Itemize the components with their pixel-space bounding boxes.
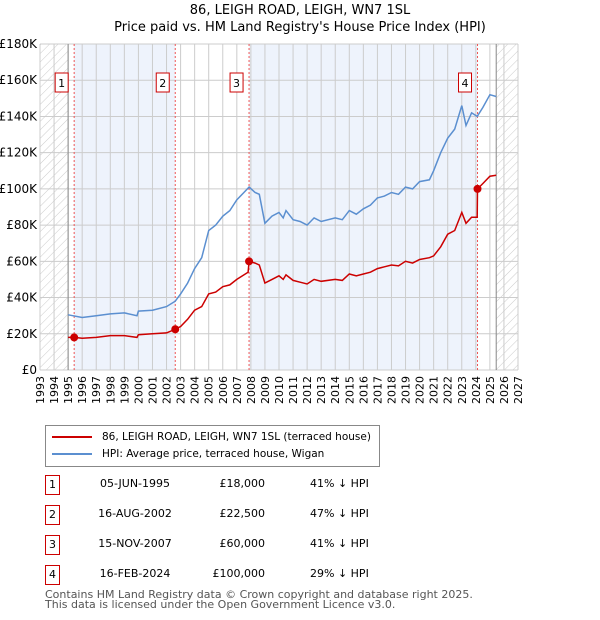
x-tick-label: 2016 bbox=[357, 376, 370, 404]
sale-row-badge: 1 bbox=[45, 475, 60, 495]
x-tick-label: 2015 bbox=[343, 376, 356, 404]
y-tick-label: £20K bbox=[6, 327, 38, 341]
x-tick-label: 2008 bbox=[245, 376, 258, 404]
x-tick-label: 1994 bbox=[48, 376, 61, 404]
y-tick-label: £60K bbox=[6, 254, 38, 268]
x-tick-label: 1995 bbox=[62, 376, 75, 404]
x-tick-label: 1996 bbox=[76, 376, 89, 404]
sale-row-price: £18,000 bbox=[219, 477, 266, 490]
sale-point bbox=[171, 325, 180, 334]
sale-row-price: £60,000 bbox=[219, 537, 266, 550]
x-tick-label: 2022 bbox=[442, 376, 455, 404]
legend-item-hpi: HPI: Average price, terraced house, Wiga… bbox=[46, 446, 324, 462]
x-tick-label: 2027 bbox=[512, 376, 525, 404]
price-chart: 1993 1994 1995 1996 1997 1998 1999 2000 2001 2002… bbox=[0, 37, 525, 404]
y-tick-label: £100K bbox=[0, 182, 38, 196]
y-tick-label: £120K bbox=[0, 146, 38, 160]
y-tick-label: £140K bbox=[0, 109, 38, 123]
x-tick-label: 1993 bbox=[34, 376, 47, 404]
footer-licence: This data is licensed under the Open Gov… bbox=[45, 598, 396, 611]
sale-row: 1 05-JUN-1995 £18,000 41% ↓ HPI bbox=[45, 475, 445, 495]
sale-row: 2 16-AUG-2002 £22,500 47% ↓ HPI bbox=[45, 505, 445, 525]
sale-row-hpi-diff: 41% ↓ HPI bbox=[310, 537, 369, 550]
sale-row-badge: 3 bbox=[45, 535, 60, 555]
sale-badge bbox=[458, 72, 473, 93]
sale-row-badge: 4 bbox=[45, 565, 60, 585]
footer: Contains HM Land Registry data © Crown c… bbox=[45, 588, 473, 611]
sale-row-date: 16-AUG-2002 bbox=[98, 507, 172, 520]
x-tick-label: 2026 bbox=[498, 376, 511, 404]
x-tick-label: 2011 bbox=[287, 376, 300, 404]
legend-label-hpi: HPI: Average price, terraced house, Wiga… bbox=[102, 448, 325, 460]
legend-swatch-hpi bbox=[52, 453, 92, 455]
legend-label-property: 86, LEIGH ROAD, LEIGH, WN7 1SL (terraced… bbox=[102, 431, 371, 443]
x-tick-label: 2007 bbox=[231, 376, 244, 404]
x-tick-label: 2025 bbox=[484, 376, 497, 404]
x-tick-label: 1997 bbox=[90, 376, 103, 404]
x-tick-label: 2006 bbox=[217, 376, 230, 404]
sale-badge-number: 1 bbox=[58, 77, 65, 90]
sale-row-date: 15-NOV-2007 bbox=[98, 537, 172, 550]
sale-row-hpi-diff: 47% ↓ HPI bbox=[310, 507, 369, 520]
legend-item-property: 86, LEIGH ROAD, LEIGH, WN7 1SL (terraced… bbox=[46, 429, 371, 445]
sale-badge-number: 3 bbox=[233, 77, 240, 90]
x-tick-label: 1999 bbox=[118, 376, 131, 404]
sale-badge bbox=[54, 72, 69, 93]
sale-row-badge: 2 bbox=[45, 505, 60, 525]
y-tick-label: £180K bbox=[0, 37, 38, 51]
x-tick-label: 2012 bbox=[301, 376, 314, 404]
sale-badge-number: 4 bbox=[462, 77, 469, 90]
x-tick-label: 2021 bbox=[428, 376, 441, 404]
sale-badge bbox=[229, 72, 244, 93]
y-tick-label: £40K bbox=[6, 291, 38, 305]
sale-row-price: £22,500 bbox=[219, 507, 266, 520]
sale-row-date: 05-JUN-1995 bbox=[99, 477, 171, 490]
sale-row-hpi-diff: 41% ↓ HPI bbox=[310, 477, 369, 490]
sale-row-date: 16-FEB-2024 bbox=[99, 567, 171, 580]
legend-swatch-property bbox=[52, 436, 92, 438]
hatched-region-after bbox=[496, 44, 518, 370]
chart-subtitle: Price paid vs. HM Land Registry's House … bbox=[114, 20, 486, 35]
x-tick-label: 2019 bbox=[400, 376, 413, 404]
sale-badge bbox=[155, 72, 170, 93]
sale-point bbox=[473, 184, 482, 193]
sale-row: 3 15-NOV-2007 £60,000 41% ↓ HPI bbox=[45, 535, 445, 555]
x-tick-label: 2024 bbox=[470, 376, 483, 404]
footer-copyright: Contains HM Land Registry data © Crown c… bbox=[45, 588, 473, 601]
sale-row-price: £100,000 bbox=[212, 567, 266, 580]
x-tick-label: 2017 bbox=[371, 376, 384, 404]
x-tick-label: 2014 bbox=[329, 376, 342, 404]
x-tick-label: 2002 bbox=[161, 376, 174, 404]
x-tick-label: 2005 bbox=[203, 376, 216, 404]
hpi-series-line bbox=[67, 93, 497, 319]
sale-row: 4 16-FEB-2024 £100,000 29% ↓ HPI bbox=[45, 565, 445, 585]
x-tick-label: 1998 bbox=[104, 376, 117, 404]
sale-point bbox=[245, 257, 254, 266]
x-tick-label: 2001 bbox=[146, 376, 159, 404]
x-tick-label: 2018 bbox=[385, 376, 398, 404]
x-tick-label: 2003 bbox=[175, 376, 188, 404]
x-tick-label: 2023 bbox=[456, 376, 469, 404]
x-tick-label: 2009 bbox=[259, 376, 272, 404]
y-tick-label: £80K bbox=[6, 218, 38, 232]
chart-title: 86, LEIGH ROAD, LEIGH, WN7 1SL bbox=[189, 3, 411, 18]
x-tick-label: 2020 bbox=[414, 376, 427, 404]
sale-row-hpi-diff: 29% ↓ HPI bbox=[310, 567, 369, 580]
sale-badge-number: 2 bbox=[159, 77, 166, 90]
y-tick-label: £160K bbox=[0, 73, 38, 87]
y-tick-label: £0 bbox=[22, 363, 37, 377]
x-tick-label: 2010 bbox=[273, 376, 286, 404]
x-tick-label: 2013 bbox=[315, 376, 328, 404]
legend: 86, LEIGH ROAD, LEIGH, WN7 1SL (terraced… bbox=[45, 425, 380, 467]
x-tick-label: 2000 bbox=[132, 376, 145, 404]
sale-point bbox=[70, 333, 79, 342]
x-tick-label: 2004 bbox=[189, 376, 202, 404]
